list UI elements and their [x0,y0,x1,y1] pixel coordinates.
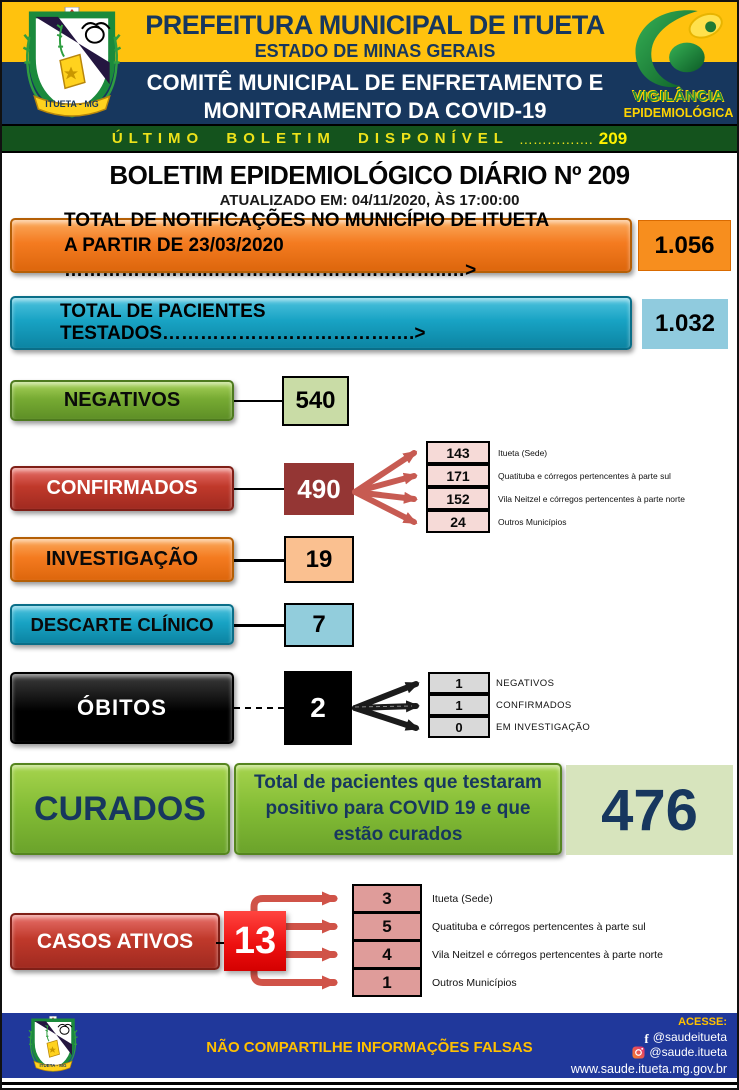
website-link[interactable]: www.saude.itueta.mg.gov.br [570,1062,727,1076]
descarte-connector [234,624,284,627]
bulletin-title: BOLETIM EPIDEMIOLÓGICO DIÁRIO Nº 209 [109,160,630,190]
confirmados-value: 490 [284,463,354,515]
footer-message: NÃO COMPARTILHE INFORMAÇÕES FALSAS [206,1039,533,1056]
investigacao-label: INVESTIGAÇÃO [45,548,199,570]
tested-value: 1.032 [642,299,728,349]
obitos-row-label: EM INVESTIGAÇÃO [496,721,591,733]
facebook-icon: f [644,1031,649,1046]
confirmados-arrows-icon [352,450,418,525]
confirmados-row-label: Quatituba e córregos pertencentes à part… [498,470,671,481]
committee-line2: MONITORAMENTO DA COVID-19 [203,98,547,123]
tested-label: TOTAL DE PACIENTES TESTADOS…………………………………… [60,301,426,344]
confirmados-row-value: 171 [426,464,490,487]
notifications-bar: TOTAL DE NOTIFICAÇÕES NO MUNICÍPIO DE IT… [10,210,632,281]
casos-ativos-row-value: 3 [352,884,422,913]
descarte-bar: DESCARTE CLÍNICO [10,604,234,645]
ticker-label: ÚLTIMO BOLETIM DISPONÍVEL [111,130,509,147]
obitos-bar: ÓBITOS [10,672,234,744]
obitos-arrows-icon [352,681,420,731]
obitos-value: 2 [284,671,352,745]
casos-ativos-connector [216,942,226,944]
confirmados-row-value: 152 [426,487,490,510]
instagram-link[interactable]: @saude.itueta [571,1045,727,1060]
header-navy-band [2,62,737,124]
facebook-handle: @saudeitueta [652,1030,727,1044]
negativos-bar: NEGATIVOS [10,380,234,421]
bottom-divider [2,1082,737,1085]
investigacao-bar: INVESTIGAÇÃO [10,537,234,582]
footer-links: ACESSE: f @saudeitueta @saude.itueta www… [571,1016,727,1076]
casos-ativos-value: 13 [224,911,286,971]
notifications-line1: TOTAL DE NOTIFICAÇÕES NO MUNICÍPIO DE IT… [64,210,550,231]
footer-bar: NÃO COMPARTILHE INFORMAÇÕES FALSAS ACESS… [2,1013,737,1078]
descarte-label: DESCARTE CLÍNICO [30,613,214,635]
negativos-connector [234,400,282,402]
obitos-connector [234,707,284,709]
obitos-label: ÓBITOS [77,695,167,720]
casos-ativos-label: CASOS ATIVOS [36,929,194,953]
casos-ativos-arrows-icon [250,891,338,990]
curados-description-box: Total de pacientes que testaram positivo… [234,763,562,855]
confirmados-row-label: Outros Municípios [498,516,567,527]
casos-ativos-row-label: Vila Neitzel e córregos pertencentes à p… [432,948,663,961]
casos-ativos-row-label: Quatituba e córregos pertencentes à part… [432,920,646,933]
obitos-row-value: 1 [428,694,490,716]
confirmados-label: CONFIRMADOS [46,477,198,499]
confirmados-bar: CONFIRMADOS [10,466,234,511]
state-subtitle: ESTADO DE MINAS GERAIS [254,41,496,61]
curados-value: 476 [566,765,733,855]
epidemiology-swoosh-icon [634,10,723,88]
casos-ativos-row-value: 4 [352,940,422,969]
investigacao-value: 19 [284,536,354,583]
crest-icon [22,7,122,121]
negativos-value: 540 [282,376,349,426]
investigacao-connector [234,559,284,562]
city-crest-logo [22,7,122,121]
vigilancia-logo: VIGILÂNCIA EPIDEMIOLÓGICA [620,4,737,124]
casos-ativos-bar: CASOS ATIVOS [10,913,220,970]
ticker-dots: ……………. [518,130,593,147]
casos-ativos-row-label: Outros Municípios [432,976,517,989]
descarte-value: 7 [284,603,354,647]
confirmados-connector [234,488,284,490]
epidemiologica-label: EPIDEMIOLÓGICA [623,106,734,120]
casos-ativos-row-value: 5 [352,912,422,941]
obitos-row-value: 1 [428,672,490,694]
curados-description: Total de pacientes que testaram positivo… [254,772,542,845]
curados-bar: CURADOS [10,763,230,855]
header-yellow-band [2,2,737,62]
access-label: ACESSE: [678,1016,727,1028]
instagram-icon [632,1046,645,1059]
tested-bar: TOTAL DE PACIENTES TESTADOS…………………………………… [10,296,632,350]
obitos-row-label: CONFIRMADOS [496,699,572,711]
header-titles: PREFEITURA MUNICIPAL DE ITUETA ESTADO DE… [127,2,623,124]
committee-line1: COMITÊ MUNICIPAL DE ENFRETAMENTO E [146,70,604,95]
casos-ativos-row-label: Itueta (Sede) [432,892,493,905]
confirmados-row-value: 143 [426,441,490,464]
confirmados-row-label: Itueta (Sede) [498,447,548,458]
casos-ativos-row-value: 1 [352,968,422,997]
confirmados-row-label: Vila Neitzel e córregos pertencentes à p… [498,493,685,504]
ticker-value: 209 [598,128,628,148]
city-title: PREFEITURA MUNICIPAL DE ITUETA [145,10,605,40]
bulletin-updated: ATUALIZADO EM: 04/11/2020, ÀS 17:00:00 [219,192,520,209]
notifications-line2: A PARTIR DE 23/03/2020 …………………..……………………… [64,235,477,281]
notifications-value: 1.056 [638,220,731,271]
latest-bulletin-ticker: ÚLTIMO BOLETIM DISPONÍVEL ……………. 209 [2,124,737,153]
curados-label: CURADOS [34,789,206,828]
facebook-link[interactable]: f @saudeitueta [571,1030,727,1046]
vigilancia-label: VIGILÂNCIA [632,88,725,105]
obitos-row-value: 0 [428,716,490,738]
negativos-label: NEGATIVOS [63,389,181,411]
obitos-row-label: NEGATIVOS [496,677,555,689]
instagram-handle: @saude.itueta [649,1045,727,1059]
confirmados-row-value: 24 [426,510,490,533]
